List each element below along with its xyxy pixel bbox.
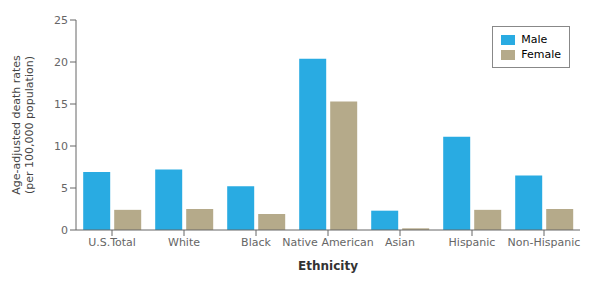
svg-text:15: 15 (54, 98, 68, 111)
html-text:Male: Male (521, 33, 548, 46)
svg-text:0: 0 (61, 224, 68, 237)
svg-text:20: 20 (54, 56, 68, 69)
svg-text:Asian: Asian (385, 236, 415, 249)
svg-text:Black: Black (241, 236, 271, 249)
svg-text:U.S.Total: U.S.Total (88, 236, 136, 249)
svg-text:Hispanic: Hispanic (449, 236, 496, 249)
svg-text:Ethnicity: Ethnicity (298, 259, 358, 273)
svg-text:5: 5 (61, 182, 68, 195)
svg-text:10: 10 (54, 140, 68, 153)
svg-text:Native American: Native American (282, 236, 373, 249)
svg-text:Age-adjusted death rates(per 1: Age-adjusted death rates(per 100,000 pop… (10, 55, 36, 195)
svg-text:25: 25 (54, 14, 68, 27)
svg-text:White: White (168, 236, 200, 249)
svg-text:Non-Hispanic: Non-Hispanic (508, 236, 581, 249)
html-text:Female: Female (521, 48, 561, 61)
